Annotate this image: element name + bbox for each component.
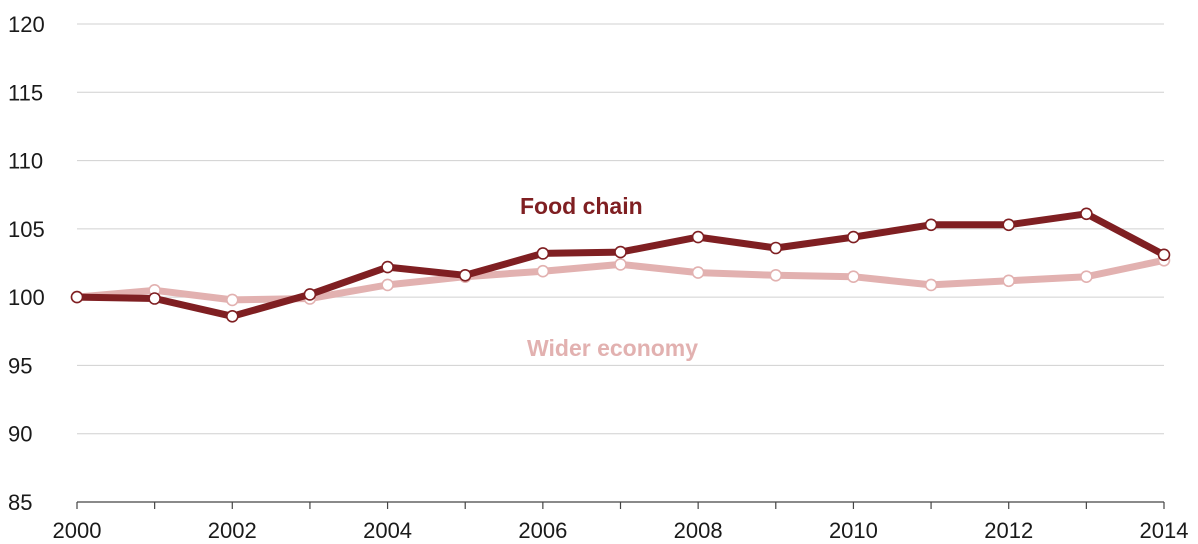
- food-chain-point: [536, 247, 550, 260]
- x-tick-label: 2006: [518, 518, 567, 543]
- axes: [76, 501, 1165, 509]
- y-tick-label: 100: [8, 285, 45, 310]
- y-tick-label: 110: [8, 149, 43, 174]
- y-tick-label: 105: [8, 217, 45, 242]
- y-tick-label: 120: [8, 12, 45, 37]
- y-tick-label: 115: [8, 80, 43, 105]
- wider-economy-label: Wider economy: [527, 335, 698, 361]
- food-chain-point: [847, 230, 860, 244]
- food-chain-point: [614, 245, 627, 259]
- wider-economy-point: [847, 270, 860, 284]
- food-chain-point: [70, 290, 84, 304]
- food-chain-point: [769, 241, 783, 255]
- y-tick-label: 90: [8, 422, 32, 447]
- wider-economy-point: [924, 278, 938, 292]
- wider-economy-point: [691, 266, 705, 279]
- x-tick-label: 2004: [363, 518, 412, 543]
- wider-economy-point: [614, 258, 627, 271]
- wider-economy-point: [1002, 274, 1016, 288]
- food-chain-point: [1002, 218, 1016, 232]
- x-tick-label: 2000: [53, 518, 102, 543]
- series-lines: [70, 207, 1171, 323]
- wider-economy-point: [226, 293, 239, 307]
- food-chain-point: [458, 268, 472, 282]
- wider-economy-point: [381, 278, 394, 292]
- food-chain-point: [1080, 207, 1093, 221]
- y-tick-label: 95: [8, 353, 32, 378]
- wider-economy-point: [1080, 270, 1093, 284]
- food-chain-label: Food chain: [520, 193, 643, 219]
- wider-economy-point: [769, 268, 783, 282]
- x-tick-label: 2012: [984, 518, 1033, 543]
- wider-economy-point: [536, 264, 550, 278]
- food-chain-point: [924, 218, 938, 232]
- y-tick-label: 85: [8, 490, 32, 515]
- axis-tick-labels: 85 90 95 100 105 110 115 120 2000 2002 2004 2006 200…: [8, 12, 1188, 543]
- x-tick-label: 2010: [829, 518, 878, 543]
- x-tick-label: 2002: [208, 518, 257, 543]
- food-chain-point: [226, 309, 239, 323]
- x-tick-label: 2014: [1140, 518, 1189, 543]
- food-chain-point: [1157, 248, 1171, 262]
- food-chain-point: [303, 288, 317, 301]
- x-tick-label: 2008: [674, 518, 723, 543]
- food-chain-point: [691, 230, 705, 244]
- food-chain-point: [381, 260, 394, 274]
- gridlines: [77, 23, 1164, 435]
- food-chain-point: [148, 292, 161, 305]
